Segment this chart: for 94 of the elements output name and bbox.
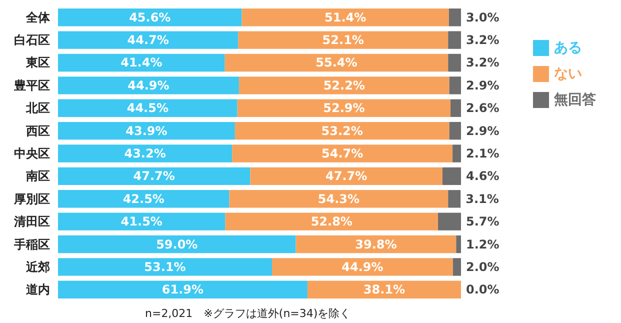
data-label: 61.9% [162,282,204,297]
data-label: 2.6% [466,101,500,116]
data-label: 53.2% [321,124,363,138]
data-label: 3.2% [466,56,500,70]
bar [58,122,235,140]
data-label: 55.4% [316,56,358,70]
bar [448,190,461,208]
bar [58,31,238,49]
data-label: 44.7% [127,33,169,48]
data-label: 39.8% [355,237,397,252]
y-tick-label: 道内 [25,282,50,297]
y-tick-label: 近郊 [25,260,50,274]
y-tick-label: 中央区 [14,146,50,160]
data-label: 45.6% [129,10,171,24]
data-label: 2.9% [466,124,500,138]
bar [58,280,308,299]
bar [58,235,296,254]
data-label: 53.1% [144,260,186,274]
bar [58,144,232,162]
y-tick-label: 南区 [25,169,50,184]
data-label: 0.0% [466,282,500,297]
data-label: 38.1% [363,282,406,297]
bar [452,144,461,162]
data-label: 41.5% [120,214,162,229]
data-label: 52.2% [323,78,365,92]
y-tick-label: 白石区 [14,33,50,48]
data-label: 59.0% [156,237,198,252]
data-label: 4.6% [466,169,500,184]
data-label: 3.1% [466,192,499,206]
data-label: 2.1% [466,146,500,160]
data-label: 2.0% [466,260,500,274]
bar [448,54,461,72]
legend-label: ない [554,66,582,82]
data-label: 51.4% [324,10,366,24]
bar [307,280,461,299]
bar [225,212,438,230]
bar [58,99,238,117]
data-label: 3.2% [466,33,500,48]
data-label: 52.1% [322,33,364,48]
y-tick-label: 厚別区 [13,192,50,206]
bar [238,76,450,94]
bar [272,258,453,276]
y-tick-label: 清田区 [13,214,50,229]
data-label: 47.7% [133,169,175,184]
bar [250,167,442,186]
bar [58,167,250,186]
data-label: 41.4% [120,56,162,70]
bar [448,31,461,49]
bar [438,212,461,230]
data-label: 52.8% [310,214,352,229]
data-label: 54.7% [321,146,364,160]
bar [58,212,226,230]
bar [450,99,461,117]
data-label: 43.2% [124,146,166,160]
bar [296,235,456,254]
bar [456,235,461,254]
y-tick-label: 手稲区 [13,237,50,252]
bar [58,54,225,72]
bar [58,258,272,276]
bar [58,8,242,26]
data-label: 43.9% [126,124,168,138]
data-label: 42.5% [122,192,164,206]
data-label: 44.5% [126,101,168,116]
bar [442,167,461,186]
data-label: 52.9% [323,101,365,116]
y-tick-label: 全体 [25,10,51,24]
y-tick-label: 豊平区 [13,78,50,92]
bar [237,99,451,117]
data-label: 1.2% [466,237,500,252]
data-label: 5.7% [466,214,500,229]
bar [452,258,461,276]
legend-label: ある [554,40,582,56]
bar [449,76,461,94]
bar [232,144,453,162]
bar [229,190,448,208]
y-tick-label: 東区 [25,56,50,70]
bar [448,8,461,26]
bar [224,54,448,72]
bar [242,8,449,26]
y-tick-label: 北区 [25,101,50,116]
data-label: 44.9% [128,78,170,92]
bar [234,122,450,140]
legend-label: 無回答 [553,92,596,108]
bar [58,76,239,94]
bar [238,31,448,49]
data-label: 44.9% [342,260,384,274]
data-label: 47.7% [326,169,368,184]
text: n=2,021 ※グラフは道外(n=34)を除く [145,307,351,320]
data-label: 2.9% [466,78,500,92]
bar [58,190,230,208]
y-tick-label: 西区 [25,124,50,138]
bar [449,122,461,140]
data-label: 3.0% [466,10,500,24]
data-label: 54.3% [318,192,360,206]
